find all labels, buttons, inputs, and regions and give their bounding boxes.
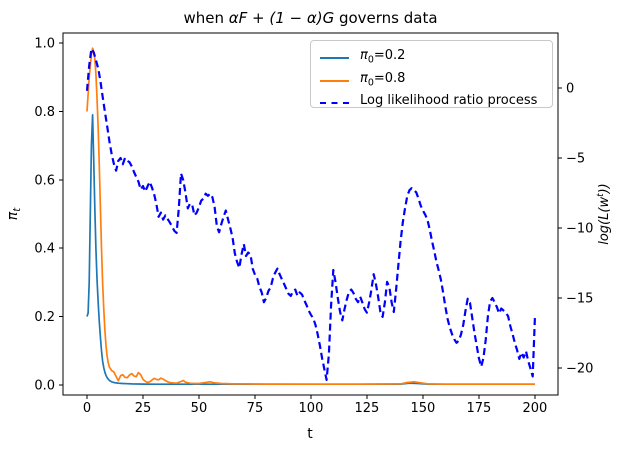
y-axis-label-right: log(L(wt)) bbox=[596, 183, 612, 245]
legend-item-pi0-0.2: π0=0.2 bbox=[320, 47, 544, 70]
legend-line-sample-dashed-blue bbox=[320, 102, 349, 105]
series-log-likelihood-ratio-process bbox=[85, 47, 536, 381]
x-tick-label: 200 bbox=[523, 401, 548, 416]
legend-item-llr: Log likelihood ratio process bbox=[320, 92, 544, 115]
chart-title: when αF + (1 − α)G governs data bbox=[63, 9, 558, 28]
y-left-tick-label: 0.0 bbox=[34, 378, 55, 393]
x-tick-label: 0 bbox=[83, 401, 91, 416]
x-tick-label: 100 bbox=[299, 401, 324, 416]
y-left-tick-label: 0.4 bbox=[34, 242, 55, 257]
y-right-tick-label: −5 bbox=[566, 152, 585, 167]
legend-line-sample-solid-orange bbox=[320, 79, 349, 82]
x-tick-label: 75 bbox=[247, 401, 264, 416]
x-tick-label: 125 bbox=[355, 401, 380, 416]
y-right-tick-label: 0 bbox=[566, 82, 574, 97]
y-left-tick-label: 0.6 bbox=[34, 173, 55, 188]
y-left-tick-label: 0.8 bbox=[34, 105, 55, 120]
legend-label: π0=0.8 bbox=[360, 70, 406, 89]
legend-label: π0=0.2 bbox=[360, 48, 406, 66]
x-tick-label: 50 bbox=[191, 401, 208, 416]
x-tick-label: 150 bbox=[411, 401, 436, 416]
title-math: αF + (1 − α)G bbox=[228, 9, 335, 27]
y-axis-label-left: πt bbox=[5, 207, 23, 220]
legend: π0=0.2 π0=0.8 Log likelihood ratio proce… bbox=[310, 40, 553, 108]
y-right-tick-label: −15 bbox=[566, 291, 593, 306]
title-prefix: when bbox=[183, 9, 229, 27]
x-axis-label: t bbox=[307, 426, 313, 442]
y-left-tick-label: 1.0 bbox=[34, 37, 55, 52]
legend-label: Log likelihood ratio process bbox=[360, 93, 538, 109]
series-pi0-0.2 bbox=[86, 114, 535, 386]
y-right-tick-label: −20 bbox=[566, 361, 593, 376]
y-left-tick-label: 0.2 bbox=[34, 310, 55, 325]
title-suffix: governs data bbox=[334, 9, 438, 27]
plot-area: 0 25 50 75 100 125 150 175 200 0.0 0.2 0.4 0.6 0.8 1.0… bbox=[34, 32, 593, 416]
series-pi0-0.8 bbox=[86, 47, 535, 386]
y-right-tick-label: −10 bbox=[566, 221, 593, 236]
x-tick-label: 25 bbox=[135, 401, 152, 416]
x-tick-label: 175 bbox=[467, 401, 492, 416]
legend-item-pi0-0.8: π0=0.8 bbox=[320, 70, 544, 93]
legend-line-sample-solid-blue bbox=[320, 57, 349, 60]
